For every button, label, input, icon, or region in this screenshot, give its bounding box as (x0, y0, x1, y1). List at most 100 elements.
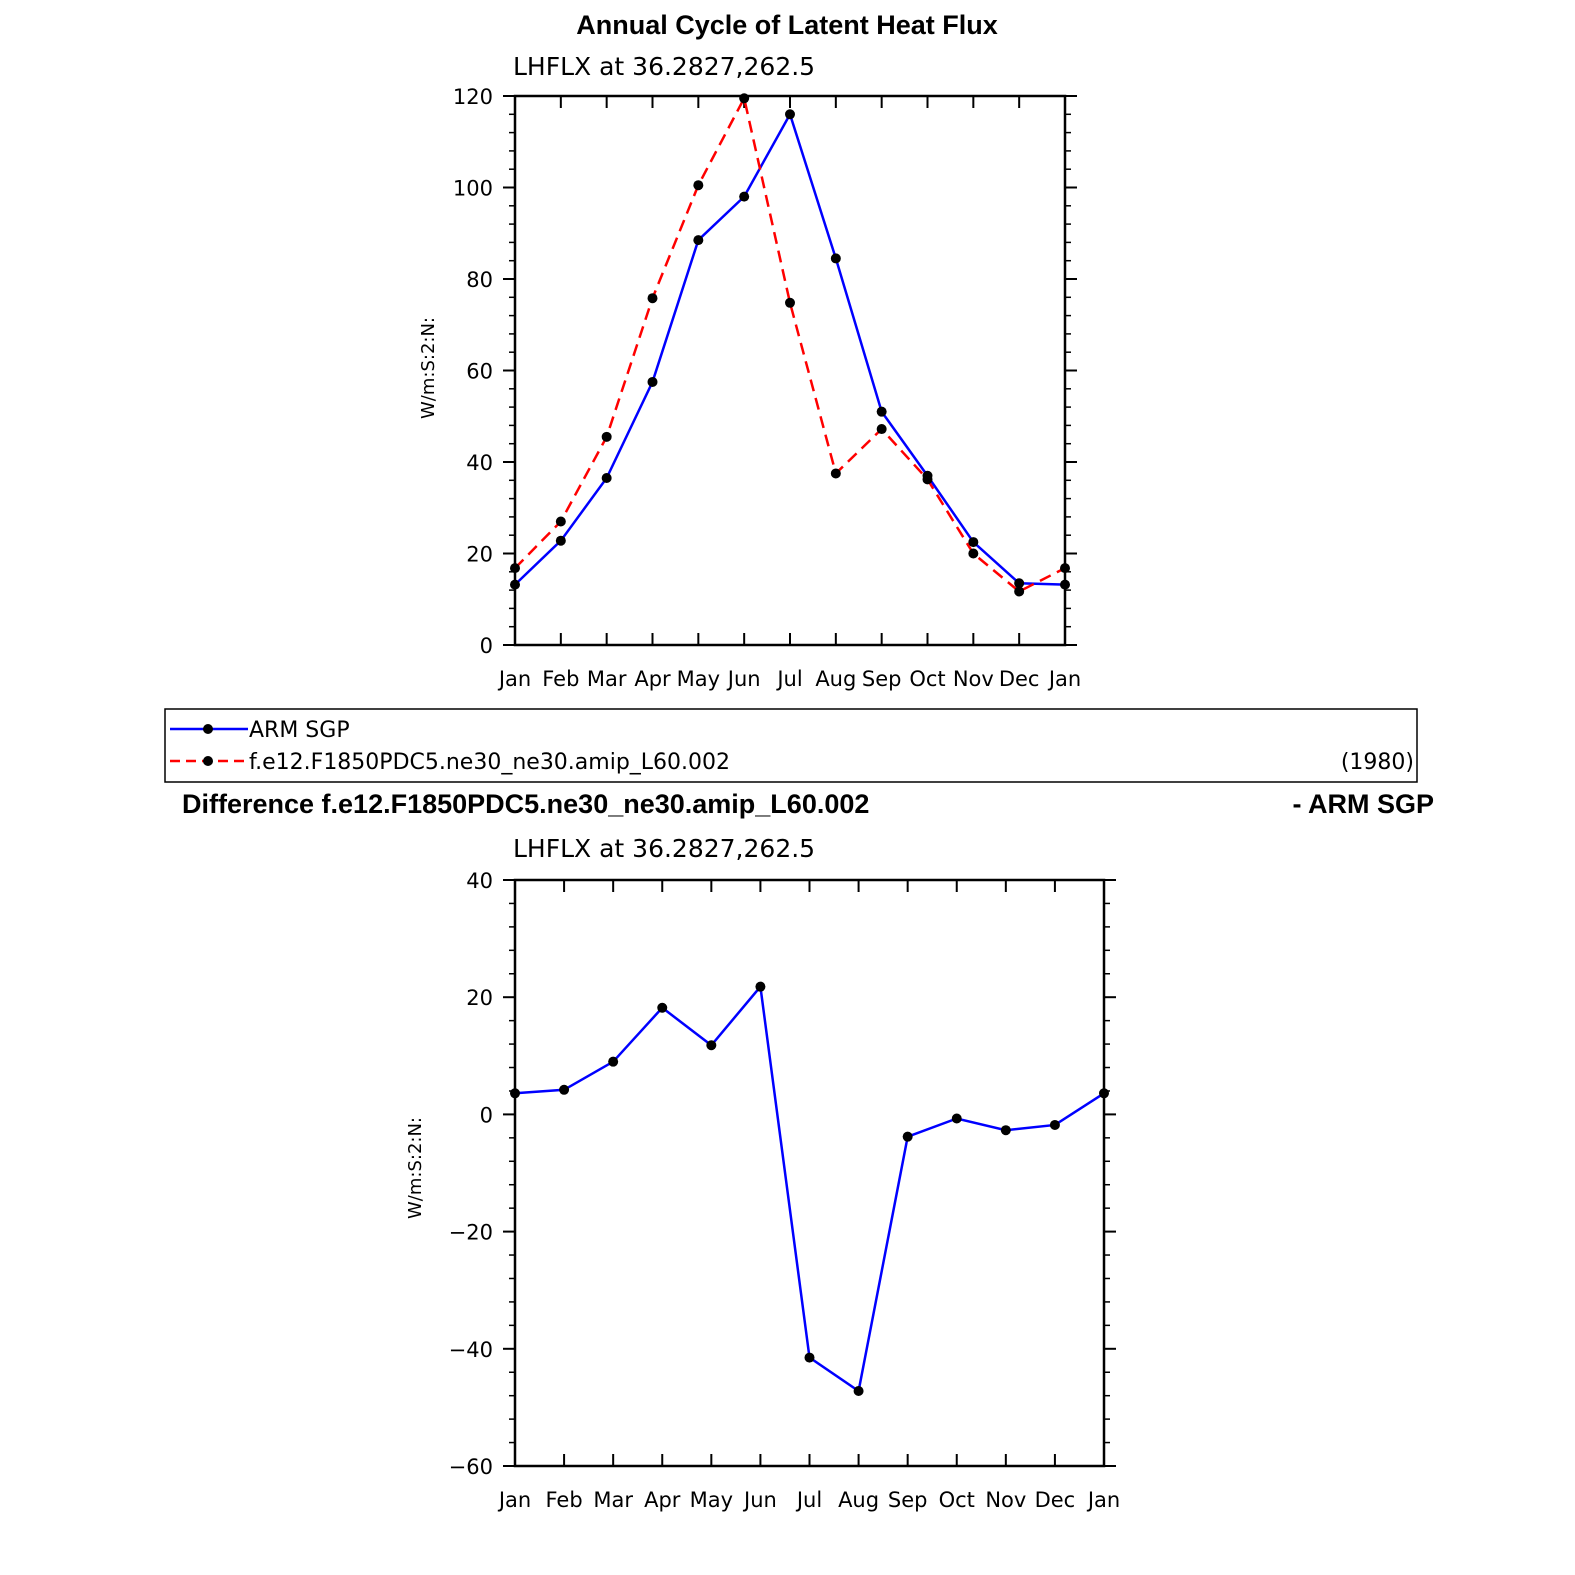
data-point (1060, 563, 1070, 574)
data-point (1060, 579, 1070, 590)
y-tick-label: 80 (466, 268, 493, 292)
data-point (785, 297, 795, 308)
y-tick-label: −40 (449, 1338, 493, 1362)
x-tick-label: Jan (1086, 1488, 1120, 1512)
data-point (830, 253, 841, 264)
x-tick-label: Nov (985, 1488, 1026, 1512)
legend-year-note: (1980) (1341, 750, 1414, 775)
x-tick-label: Mar (587, 667, 627, 691)
x-tick-label: Jun (726, 667, 761, 691)
data-point (755, 981, 766, 992)
bottom-chart-ylabel: W/m:S:2:N: (405, 1117, 426, 1219)
y-tick-label: 0 (480, 634, 493, 658)
data-point (876, 406, 887, 417)
x-tick-label: Jan (1047, 667, 1081, 691)
legend-marker-arm (203, 724, 213, 734)
top-chart-title: Annual Cycle of Latent Heat Flux (576, 10, 998, 40)
data-point (902, 1131, 913, 1142)
x-tick-label: Dec (999, 667, 1040, 691)
x-tick-label: Feb (545, 1488, 582, 1512)
x-tick-label: Apr (634, 667, 671, 691)
data-point (951, 1113, 962, 1124)
x-tick-label: May (690, 1488, 733, 1512)
data-point (647, 376, 658, 387)
y-tick-label: 20 (466, 543, 493, 567)
x-tick-label: Jan (497, 1488, 531, 1512)
x-tick-label: Aug (815, 667, 856, 691)
data-point (657, 1002, 668, 1013)
series-line-0 (514, 983, 1105, 1394)
x-tick-label: Jun (742, 1488, 777, 1512)
data-point (510, 1088, 520, 1099)
data-point (693, 180, 704, 191)
top-chart: Annual Cycle of Latent Heat Flux LHFLX a… (418, 10, 1081, 691)
bottom-chart-subtitle: LHFLX at 36.2827,262.5 (513, 834, 815, 863)
data-point (608, 1056, 619, 1067)
data-point (555, 535, 566, 546)
data-point (830, 468, 841, 479)
legend-marker-model (203, 756, 213, 766)
data-point (968, 548, 979, 559)
data-point (510, 579, 520, 590)
bottom-axes: Jan Feb Mar Apr May Jun Jul Aug Sep Oct Nov Dec Jan−… (449, 869, 1121, 1512)
data-point (559, 1084, 570, 1095)
x-tick-label: Jul (795, 1488, 822, 1512)
y-tick-label: 40 (466, 869, 493, 893)
x-tick-label: Dec (1035, 1488, 1076, 1512)
data-point (1000, 1125, 1011, 1136)
legend-label-model: f.e12.F1850PDC5.ne30_ne30.amip_L60.002 (249, 750, 730, 775)
x-tick-label: Jul (775, 667, 802, 691)
x-tick-label: Mar (593, 1488, 633, 1512)
x-tick-label: Jan (497, 667, 531, 691)
top-chart-ylabel: W/m:S:2:N: (418, 317, 439, 419)
data-point (853, 1385, 864, 1396)
bottom-series (510, 981, 1109, 1396)
x-tick-label: Nov (953, 667, 994, 691)
series-line-0 (514, 111, 1066, 586)
legend-label-arm: ARM SGP (249, 718, 350, 743)
x-tick-label: Oct (939, 1488, 975, 1512)
data-point (1014, 578, 1025, 589)
data-point (968, 537, 979, 548)
data-point (785, 109, 795, 120)
data-point (693, 235, 704, 246)
top-axes: Jan Feb Mar Apr May Jun Jul Aug Sep Oct Nov Dec Jan0… (453, 85, 1081, 691)
y-tick-label: −60 (449, 1455, 493, 1479)
data-point (601, 431, 612, 442)
y-tick-label: 120 (453, 85, 493, 109)
data-point (601, 473, 612, 484)
x-tick-label: Sep (888, 1488, 928, 1512)
bottom-chart-title: Difference f.e12.F1850PDC5.ne30_ne30.ami… (182, 789, 869, 819)
y-tick-label: 20 (466, 986, 493, 1010)
data-point (1099, 1088, 1109, 1099)
data-point (1014, 586, 1025, 597)
x-tick-label: Oct (909, 667, 945, 691)
data-point (647, 293, 658, 304)
legend: ARM SGP f.e12.F1850PDC5.ne30_ne30.amip_L… (164, 708, 1418, 783)
data-point (555, 516, 566, 527)
data-point (510, 563, 520, 574)
data-point (922, 474, 933, 485)
bottom-plot-frame (513, 878, 1106, 1468)
x-tick-label: Sep (862, 667, 902, 691)
y-tick-label: 40 (466, 451, 493, 475)
x-tick-label: Apr (644, 1488, 681, 1512)
top-chart-subtitle: LHFLX at 36.2827,262.5 (513, 52, 815, 81)
y-tick-label: −20 (449, 1221, 493, 1245)
bottom-chart-title-right: - ARM SGP (1293, 789, 1435, 819)
legend-box (164, 708, 1418, 783)
top-series (510, 93, 1070, 597)
y-tick-label: 0 (480, 1103, 493, 1127)
x-tick-label: Feb (542, 667, 579, 691)
x-tick-label: Aug (838, 1488, 879, 1512)
series-line-1 (514, 94, 1066, 593)
y-tick-label: 100 (453, 177, 493, 201)
x-tick-label: May (677, 667, 720, 691)
y-tick-label: 60 (466, 360, 493, 384)
data-point (706, 1040, 717, 1051)
data-point (739, 93, 750, 104)
data-point (1049, 1119, 1060, 1130)
data-point (876, 424, 887, 435)
data-point (739, 191, 750, 202)
